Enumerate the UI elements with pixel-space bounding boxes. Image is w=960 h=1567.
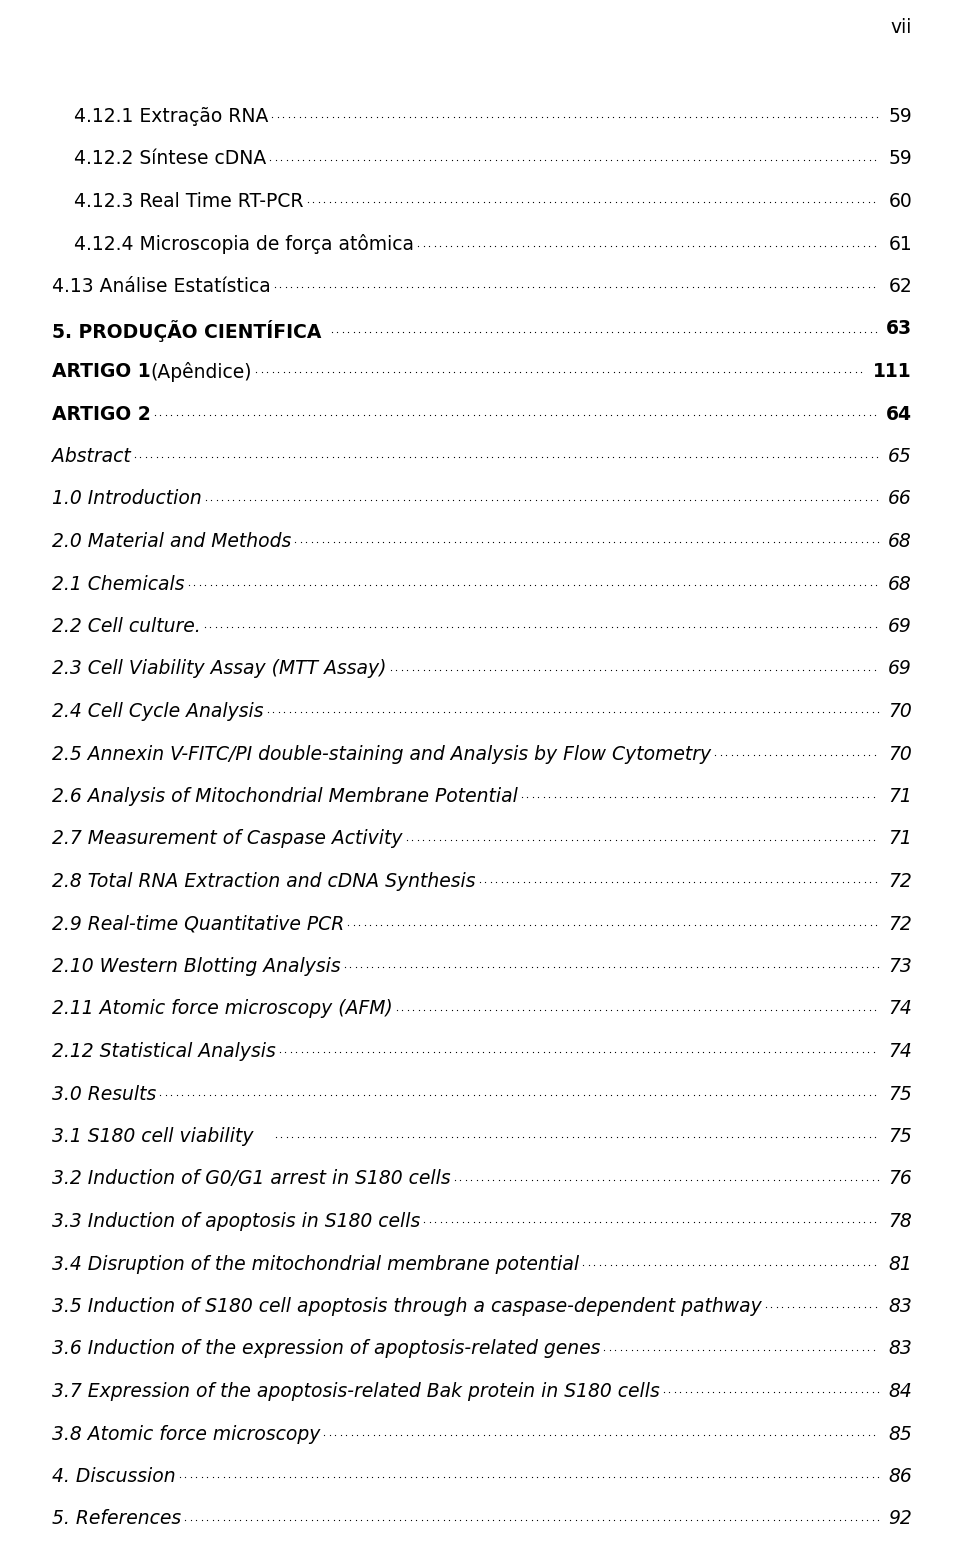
Text: 2.4 Cell Cycle Analysis: 2.4 Cell Cycle Analysis	[52, 702, 263, 721]
Text: 71: 71	[888, 787, 912, 805]
Text: 74: 74	[888, 1042, 912, 1061]
Text: vii: vii	[891, 17, 912, 38]
Text: 69: 69	[888, 617, 912, 636]
Text: 72: 72	[888, 915, 912, 934]
Text: 2.8 Total RNA Extraction and cDNA Synthesis: 2.8 Total RNA Extraction and cDNA Synthe…	[52, 871, 475, 892]
Text: 85: 85	[888, 1424, 912, 1443]
Text: 2.12 Statistical Analysis: 2.12 Statistical Analysis	[52, 1042, 276, 1061]
Text: 4.12.4 Microscopia de força atômica: 4.12.4 Microscopia de força atômica	[74, 235, 414, 254]
Text: 2.5 Annexin V-FITC/PI double-staining and Analysis by Flow Cytometry: 2.5 Annexin V-FITC/PI double-staining an…	[52, 744, 711, 763]
Text: 73: 73	[888, 957, 912, 976]
Text: 2.1 Chemicals: 2.1 Chemicals	[52, 575, 184, 594]
Text: 2.3 Cell Viability Assay (MTT Assay): 2.3 Cell Viability Assay (MTT Assay)	[52, 660, 387, 679]
Text: Abstract: Abstract	[52, 447, 131, 465]
Text: 4.12.3 Real Time RT-PCR: 4.12.3 Real Time RT-PCR	[74, 193, 303, 212]
Text: 84: 84	[888, 1382, 912, 1401]
Text: 63: 63	[886, 320, 912, 338]
Text: 72: 72	[888, 871, 912, 892]
Text: 3.3 Induction of apoptosis in S180 cells: 3.3 Induction of apoptosis in S180 cells	[52, 1211, 420, 1232]
Text: 65: 65	[888, 447, 912, 465]
Text: 3.6 Induction of the expression of apoptosis-related genes: 3.6 Induction of the expression of apopt…	[52, 1340, 600, 1359]
Text: 66: 66	[888, 489, 912, 509]
Text: 71: 71	[888, 829, 912, 848]
Text: ARTIGO 1: ARTIGO 1	[52, 362, 151, 381]
Text: 2.10 Western Blotting Analysis: 2.10 Western Blotting Analysis	[52, 957, 341, 976]
Text: 70: 70	[888, 702, 912, 721]
Text: 83: 83	[888, 1297, 912, 1316]
Text: 2.2 Cell culture.: 2.2 Cell culture.	[52, 617, 201, 636]
Text: 69: 69	[888, 660, 912, 679]
Text: 61: 61	[888, 235, 912, 254]
Text: 2.6 Analysis of Mitochondrial Membrane Potential: 2.6 Analysis of Mitochondrial Membrane P…	[52, 787, 517, 805]
Text: 59: 59	[888, 107, 912, 125]
Text: 4.12.1 Extração RNA: 4.12.1 Extração RNA	[74, 107, 269, 125]
Text: 1.0 Introduction: 1.0 Introduction	[52, 489, 202, 509]
Text: 3.4 Disruption of the mitochondrial membrane potential: 3.4 Disruption of the mitochondrial memb…	[52, 1255, 579, 1274]
Text: 4.13 Análise Estatística: 4.13 Análise Estatística	[52, 277, 271, 296]
Text: 2.9 Real-time Quantitative PCR: 2.9 Real-time Quantitative PCR	[52, 915, 345, 934]
Text: 4. Discussion: 4. Discussion	[52, 1467, 176, 1486]
Text: 68: 68	[888, 575, 912, 594]
Text: 75: 75	[888, 1084, 912, 1103]
Text: 64: 64	[886, 404, 912, 423]
Text: 3.2 Induction of G0/G1 arrest in S180 cells: 3.2 Induction of G0/G1 arrest in S180 ce…	[52, 1169, 450, 1188]
Text: 2.0 Material and Methods: 2.0 Material and Methods	[52, 533, 291, 552]
Text: 92: 92	[888, 1509, 912, 1528]
Text: 74: 74	[888, 1000, 912, 1019]
Text: (Apêndice): (Apêndice)	[151, 362, 252, 382]
Text: 75: 75	[888, 1127, 912, 1145]
Text: 2.7 Measurement of Caspase Activity: 2.7 Measurement of Caspase Activity	[52, 829, 402, 848]
Text: 2.11 Atomic force microscopy (AFM): 2.11 Atomic force microscopy (AFM)	[52, 1000, 393, 1019]
Text: 60: 60	[888, 193, 912, 212]
Text: 86: 86	[888, 1467, 912, 1486]
Text: 5. PRODUÇÃO CIENTÍFICA: 5. PRODUÇÃO CIENTÍFICA	[52, 320, 328, 342]
Text: 83: 83	[888, 1340, 912, 1359]
Text: 3.1 S180 cell viability: 3.1 S180 cell viability	[52, 1127, 272, 1145]
Text: 3.5 Induction of S180 cell apoptosis through a caspase-dependent pathway: 3.5 Induction of S180 cell apoptosis thr…	[52, 1297, 761, 1316]
Text: 68: 68	[888, 533, 912, 552]
Text: 3.7 Expression of the apoptosis-related Bak protein in S180 cells: 3.7 Expression of the apoptosis-related …	[52, 1382, 660, 1401]
Text: 4.12.2 Síntese cDNA: 4.12.2 Síntese cDNA	[74, 149, 266, 169]
Text: 76: 76	[888, 1169, 912, 1188]
Text: 3.8 Atomic force microscopy: 3.8 Atomic force microscopy	[52, 1424, 321, 1443]
Text: 59: 59	[888, 149, 912, 169]
Text: 78: 78	[888, 1211, 912, 1232]
Text: 5. References: 5. References	[52, 1509, 181, 1528]
Text: ARTIGO 2: ARTIGO 2	[52, 404, 151, 423]
Text: 111: 111	[874, 362, 912, 381]
Text: 3.0 Results: 3.0 Results	[52, 1084, 156, 1103]
Text: 81: 81	[888, 1255, 912, 1274]
Text: 62: 62	[888, 277, 912, 296]
Text: 70: 70	[888, 744, 912, 763]
